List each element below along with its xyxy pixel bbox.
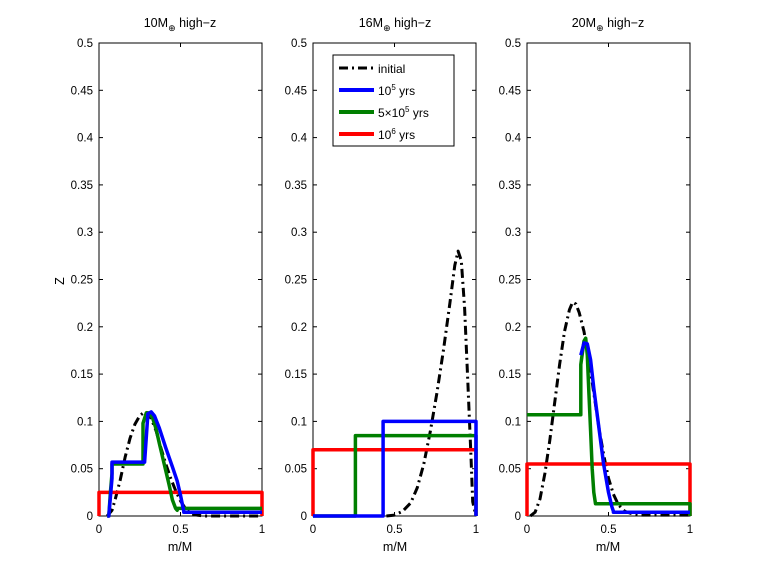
legend-entry-1e6: 106 yrs — [339, 127, 415, 142]
x-tick-label: 0 — [524, 524, 530, 536]
x-tick-label: 0.5 — [601, 524, 617, 536]
legend-entry-initial: initial — [339, 62, 405, 76]
y-tick-label: 0.3 — [505, 227, 521, 239]
series-1e6-yrs — [525, 462, 692, 516]
panel-10m: 10M⊕ high−z Z 0 0.05 0.1 0.15 0.2 0.25 0.3 0.35… — [53, 16, 265, 554]
series-5e5-yrs — [527, 336, 692, 516]
y-tick-label: 0.4 — [77, 133, 94, 145]
panel-title: 16M⊕ high−z — [359, 16, 432, 33]
panel-20m: 20M⊕ high−z 0 0.05 0.1 0.15 0.2 0.25 0.3 0.35 0.… — [499, 16, 694, 554]
x-tick-label: 1 — [259, 524, 265, 536]
y-tick-label: 0.35 — [71, 180, 93, 192]
y-tick-label: 0.05 — [285, 464, 307, 476]
x-tick-label: 0 — [310, 524, 316, 536]
legend-box — [332, 54, 455, 147]
y-tick-label: 0.45 — [285, 85, 307, 97]
y-tick-label: 0.25 — [71, 275, 93, 287]
series-initial — [386, 249, 478, 518]
y-axis-label: Z — [53, 277, 67, 285]
y-tick-label: 0.4 — [505, 133, 522, 145]
legend-label: 106 yrs — [378, 127, 415, 142]
y-tick-label: 0.5 — [291, 38, 307, 50]
x-tick-label: 1 — [473, 524, 479, 536]
legend-entry-1e5: 105 yrs — [339, 83, 415, 98]
y-tick-label: 0.05 — [71, 464, 93, 476]
series-1e5-yrs — [313, 419, 478, 518]
y-tick-label: 0.2 — [291, 322, 307, 334]
panel-title: 20M⊕ high−z — [572, 16, 645, 33]
plot-area-20m: 0 0.05 0.1 0.15 0.2 0.25 0.3 0.35 0.4 0.45 0.5 0 0.5… — [499, 38, 694, 536]
x-tick-label: 0 — [96, 524, 102, 536]
y-tick-label: 0.35 — [285, 180, 307, 192]
y-tick-label: 0.2 — [77, 322, 93, 334]
y-tick-label: 0.05 — [499, 464, 521, 476]
y-tick-label: 0.25 — [285, 275, 307, 287]
y-tick-label: 0 — [515, 511, 521, 523]
legend-entry-5e5: 5×105 yrs — [339, 105, 429, 120]
y-tick-label: 0.5 — [77, 38, 93, 50]
y-tick-label: 0.1 — [77, 416, 93, 428]
y-tick-label: 0 — [87, 511, 93, 523]
x-axis-label: m/M — [596, 540, 620, 554]
x-tick-label: 1 — [687, 524, 693, 536]
y-tick-label: 0.5 — [505, 38, 521, 50]
x-axis-label: m/M — [383, 540, 407, 554]
series-initial — [529, 300, 690, 518]
y-tick-label: 0 — [301, 511, 307, 523]
legend-label: 5×105 yrs — [378, 105, 429, 120]
plot-area-10m: 0 0.05 0.1 0.15 0.2 0.25 0.3 0.35 0.4 0.45 0.5 0 0.5… — [71, 38, 266, 536]
panel-title: 10M⊕ high−z — [144, 16, 217, 33]
series-1e5-yrs — [107, 410, 262, 518]
y-tick-label: 0.15 — [499, 369, 521, 381]
legend: initial 105 yrs 5×105 yrs 106 yrs — [332, 54, 455, 147]
axes-frame — [98, 42, 263, 517]
series-1e5-yrs — [579, 341, 690, 514]
y-tick-label: 0.15 — [71, 369, 93, 381]
legend-label: 105 yrs — [378, 83, 415, 98]
y-tick-label: 0.3 — [77, 227, 93, 239]
x-tick-label: 0.5 — [387, 524, 403, 536]
x-tick-label: 0.5 — [173, 524, 189, 536]
y-tick-label: 0.45 — [499, 85, 521, 97]
y-tick-label: 0.2 — [505, 322, 521, 334]
x-axis-label: m/M — [168, 540, 192, 554]
y-tick-label: 0.25 — [499, 275, 521, 287]
legend-label: initial — [378, 62, 405, 76]
y-tick-label: 0.4 — [291, 133, 308, 145]
y-tick-label: 0.45 — [71, 85, 93, 97]
axes-frame — [526, 42, 691, 517]
y-tick-label: 0.1 — [291, 416, 307, 428]
y-tick-label: 0.1 — [505, 416, 521, 428]
y-tick-label: 0.15 — [285, 369, 307, 381]
y-tick-label: 0.3 — [291, 227, 307, 239]
y-tick-label: 0.35 — [499, 180, 521, 192]
